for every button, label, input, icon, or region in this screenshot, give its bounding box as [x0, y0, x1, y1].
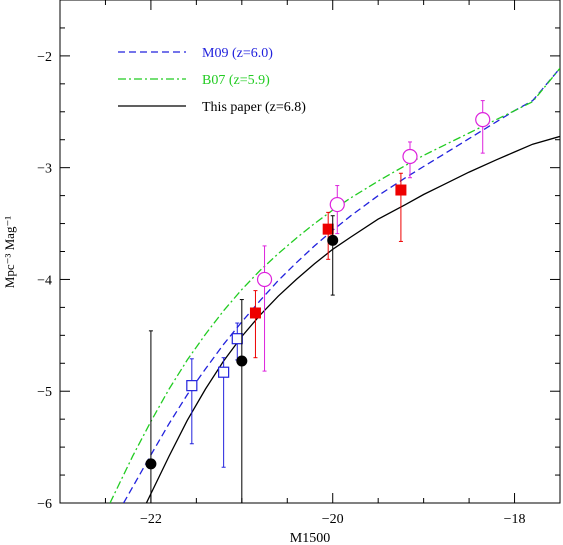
- x-axis-label: M1500: [290, 531, 330, 545]
- legend-label: M09 (z=6.0): [202, 46, 273, 61]
- y-tick-label: −5: [37, 385, 52, 400]
- data-point-filled-square: [249, 307, 261, 319]
- data-point-filled-circle: [327, 234, 339, 246]
- data-point-open-circle: [329, 196, 345, 213]
- data-point-open-circle: [402, 148, 418, 165]
- data-point-open-circle: [256, 271, 273, 288]
- x-tick-label: −18: [504, 512, 526, 527]
- legend: M09 (z=6.0) B07 (z=5.9) This paper (z=6.8): [118, 46, 306, 115]
- curve-0: [123, 67, 560, 503]
- data-points: [145, 100, 491, 503]
- data-point-open-circle: [475, 112, 491, 128]
- x-tick-label: −22: [140, 512, 162, 527]
- data-point-filled-circle: [236, 355, 248, 367]
- plot-frame: [59, 0, 561, 504]
- legend-label: This paper (z=6.8): [202, 100, 306, 115]
- legend-label: B07 (z=5.9): [202, 73, 270, 88]
- y-axis-label: Mpc⁻³ Mag⁻¹: [2, 216, 17, 289]
- y-tick-label: −3: [37, 162, 52, 177]
- data-point-filled-circle: [145, 458, 157, 470]
- data-point-open-square: [186, 380, 198, 392]
- data-point-open-square: [231, 333, 243, 345]
- y-tick-label: −2: [37, 50, 52, 65]
- data-point-filled-square: [322, 223, 334, 235]
- model-curves: [109, 67, 560, 503]
- data-point-filled-square: [395, 184, 407, 196]
- x-tick-label: −20: [322, 512, 344, 527]
- curve-1: [109, 67, 560, 503]
- axis-ticks: −22 −20 −18 −6 −5 −4 −3 −2: [37, 0, 561, 527]
- data-point-open-square: [218, 366, 230, 378]
- curve-2: [145, 135, 560, 503]
- y-tick-label: −6: [37, 497, 52, 512]
- y-tick-label: −4: [37, 273, 52, 288]
